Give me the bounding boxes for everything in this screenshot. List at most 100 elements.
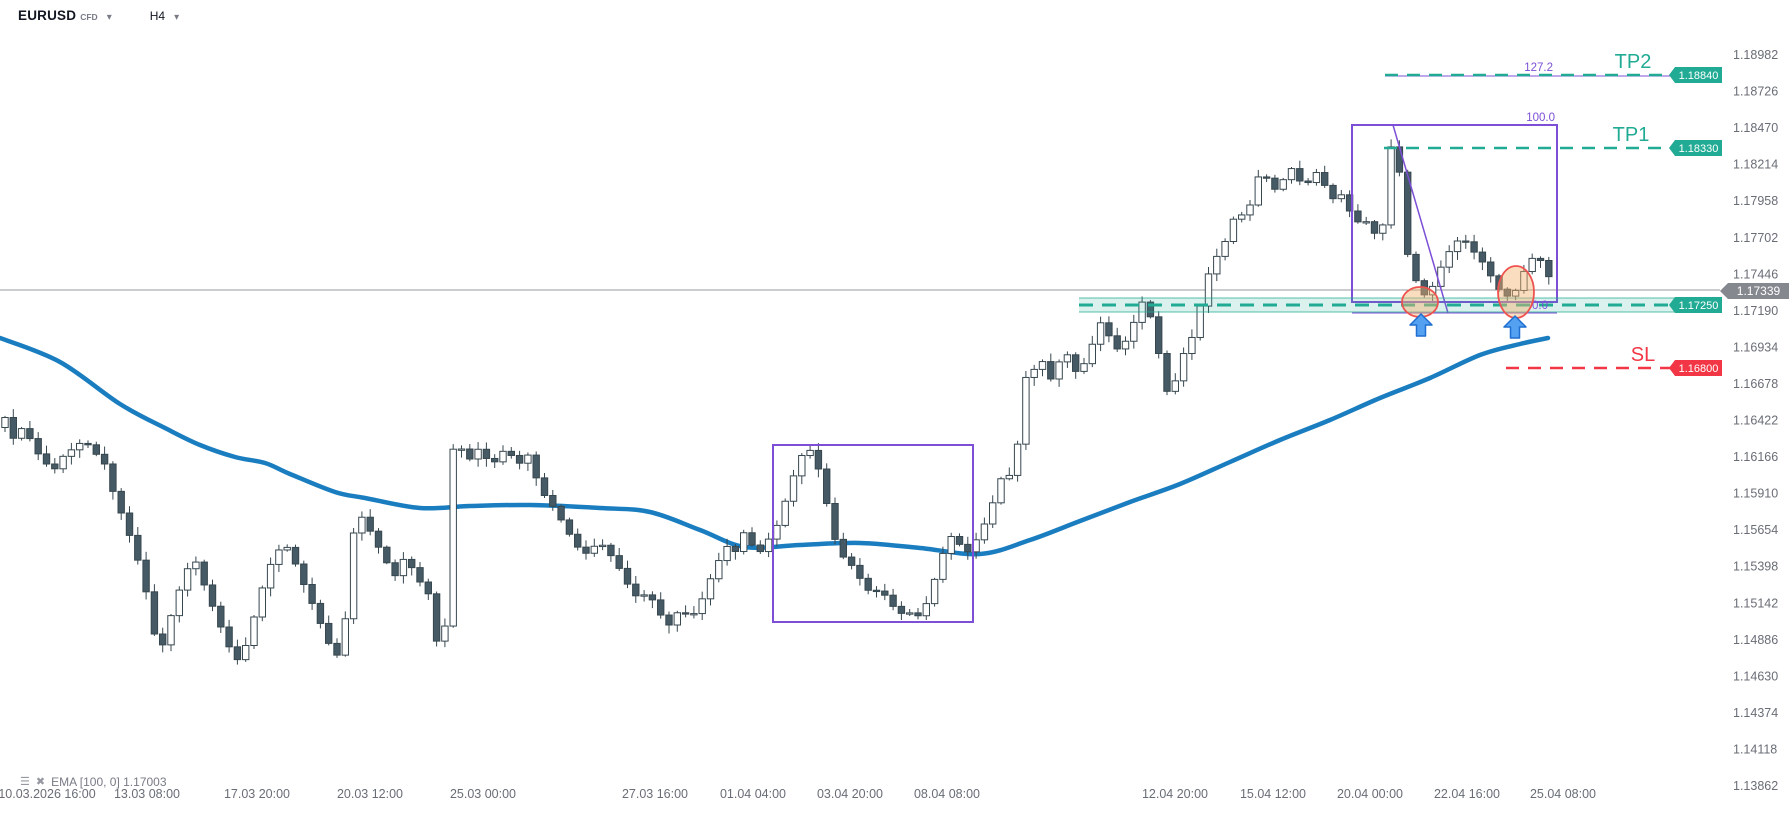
current-price-badge [1720, 283, 1789, 299]
x-axis-label: 22.04 16:00 [1434, 787, 1500, 801]
trendline[interactable] [1392, 124, 1449, 314]
y-axis-label: 1.18726 [1733, 85, 1778, 99]
candle [17, 428, 26, 439]
candle [557, 505, 565, 521]
candle [266, 563, 275, 589]
fib-level-label: 0.0 [1532, 300, 1548, 312]
candle [872, 589, 881, 593]
candle [1163, 353, 1171, 392]
symbol-selector[interactable]: EURUSD CFD ▾ [18, 8, 112, 23]
candle [806, 449, 814, 457]
symbol-name: EURUSD [18, 8, 77, 23]
candle [582, 546, 590, 554]
candle [42, 453, 51, 465]
entry-price-badge-text: 1.17250 [1679, 300, 1719, 312]
highlight-ellipse-2[interactable] [1497, 265, 1535, 319]
take-profit-2-line-label: TP2 [1615, 51, 1652, 73]
candle [1329, 184, 1337, 200]
candle [192, 561, 200, 570]
candle [756, 544, 764, 553]
candle [997, 478, 1005, 504]
candle [217, 605, 225, 628]
candle [1213, 255, 1221, 275]
pattern-box-1[interactable] [772, 444, 974, 623]
candle [408, 558, 416, 569]
candle [549, 495, 557, 507]
candle [59, 455, 67, 470]
candle [690, 613, 698, 616]
candle [1354, 210, 1362, 223]
candle [399, 558, 408, 577]
candle [914, 612, 922, 617]
timeframe-selector[interactable]: H4 ▾ [150, 9, 179, 23]
candle [814, 449, 823, 470]
timeframe-label: H4 [149, 8, 166, 23]
candle [632, 583, 640, 597]
candle [474, 448, 482, 460]
candle [432, 593, 441, 642]
candle [316, 602, 325, 624]
candle [648, 594, 657, 601]
candle [989, 502, 997, 525]
y-axis-label: 1.18470 [1733, 121, 1778, 135]
y-axis-label: 1.14118 [1733, 742, 1777, 756]
candle [1287, 168, 1296, 181]
candle [1179, 353, 1188, 382]
candle [598, 544, 607, 548]
candle [1204, 273, 1213, 307]
candle [34, 438, 42, 455]
candle [947, 536, 955, 554]
candle [590, 545, 598, 554]
x-axis-label: 10.03.2026 16:00 [0, 787, 96, 801]
highlight-ellipse-1[interactable] [1401, 286, 1439, 318]
y-axis-label: 1.18982 [1733, 48, 1778, 62]
candle [1337, 194, 1345, 200]
tp2-price-badge-text: 1.18840 [1679, 70, 1719, 82]
candle [200, 561, 208, 586]
candle [150, 591, 159, 635]
indicator-remove-icon[interactable]: ✖ [35, 775, 46, 788]
candle [225, 626, 233, 648]
candle [823, 468, 831, 504]
candle [1121, 340, 1130, 350]
candle [374, 530, 383, 548]
take-profit-1-line-label: TP1 [1613, 124, 1650, 146]
y-axis-label: 1.14886 [1733, 633, 1778, 647]
buy-arrow-icon-1[interactable] [1409, 313, 1433, 337]
y-axis-label: 1.16422 [1733, 414, 1778, 428]
candle [142, 559, 150, 593]
candle [1387, 146, 1395, 226]
candle [300, 563, 308, 585]
pattern-box-2[interactable] [1351, 124, 1558, 303]
candle [1130, 321, 1138, 342]
y-axis-label: 1.14374 [1733, 706, 1778, 720]
x-axis-label: 20.03 12:00 [337, 787, 403, 801]
candle [856, 564, 864, 579]
candle [665, 614, 673, 626]
candle [1545, 260, 1553, 278]
candle [698, 598, 706, 615]
y-axis-label: 1.15398 [1733, 560, 1778, 574]
candle [540, 477, 549, 497]
candle [1088, 343, 1096, 365]
candle [283, 546, 291, 551]
candle [457, 448, 466, 451]
buy-arrow-icon-2[interactable] [1503, 315, 1527, 339]
indicator-settings-icon[interactable]: ☰ [20, 775, 30, 788]
candle [906, 612, 914, 615]
candle [715, 560, 723, 580]
candle [1262, 176, 1271, 179]
candle [250, 616, 258, 647]
candle [1503, 288, 1511, 297]
candle [424, 581, 433, 595]
candle [1080, 363, 1088, 372]
candle [100, 453, 109, 465]
x-axis-label: 08.04 08:00 [914, 787, 980, 801]
candle [831, 503, 839, 540]
candle [1379, 224, 1387, 234]
candle [897, 605, 906, 614]
candle [798, 455, 806, 477]
candle [1246, 204, 1254, 216]
